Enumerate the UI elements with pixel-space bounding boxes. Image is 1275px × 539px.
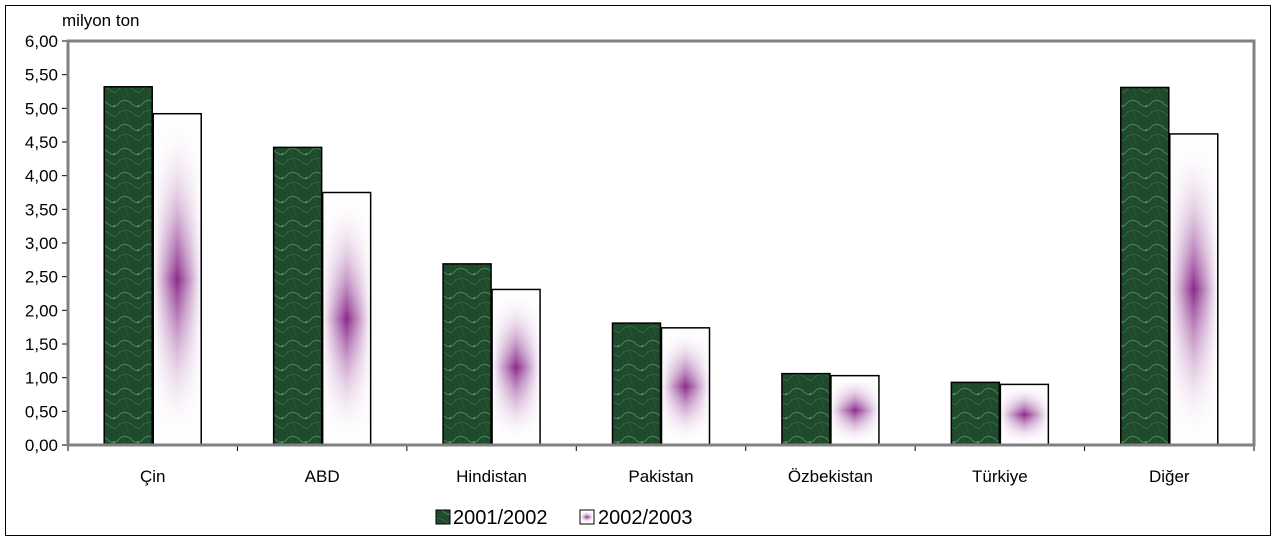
y-tick-label: 2,50 (25, 268, 58, 287)
x-category-label: Çin (140, 467, 166, 486)
bar-series-1 (781, 372, 831, 446)
y-tick-label: 0,00 (25, 436, 58, 455)
category-labels: Çin ABD Hindistan Pakistan Özbekistan Türkiye… (67, 445, 1255, 486)
bar-series-2-fade (322, 192, 371, 445)
bars-group (103, 86, 1219, 446)
legend-label-series-1: 2001/2002 (453, 507, 548, 529)
y-tick-label: 5,50 (25, 66, 58, 85)
bar-series-2-fade (1000, 384, 1049, 445)
legend-swatch-series-1 (435, 509, 451, 525)
y-tick-label: 4,50 (25, 133, 58, 152)
y-unit-label: milyon ton (62, 11, 139, 30)
bar-series-2-fade (661, 327, 710, 445)
x-category-label: Pakistan (628, 467, 693, 486)
bar-series-2 (999, 383, 1050, 446)
x-category-label: ABD (305, 467, 340, 486)
y-tick-label: 4,00 (25, 167, 58, 186)
x-category-label: Diğer (1149, 467, 1190, 486)
y-tick-label: 1,00 (25, 369, 58, 388)
bar-series-2-fade (492, 289, 541, 445)
bar-series-1 (950, 381, 1001, 446)
x-category-label: Türkiye (972, 467, 1028, 486)
bar-series-1 (103, 86, 153, 446)
bar-series-2-fade (830, 375, 879, 445)
bar-series-2 (660, 327, 711, 446)
bar-series-2-fade (1169, 133, 1218, 446)
y-tick-label: 3,50 (25, 200, 58, 219)
bar-series-1 (272, 146, 323, 446)
bar-series-1 (1120, 86, 1170, 446)
legend-swatch-series-2-fade (581, 511, 593, 523)
y-tick-label: 0,50 (25, 402, 58, 421)
bar-series-2 (1169, 133, 1219, 446)
y-axis-ticks: 0,00 0,50 1,00 1,50 2,00 2,50 3,00 3,50 4,00 4,50… (25, 32, 68, 455)
legend: 2001/2002 2002/2003 (435, 507, 693, 529)
y-tick-label: 2,00 (25, 301, 58, 320)
bar-series-2 (152, 112, 202, 446)
y-tick-label: 5,00 (25, 99, 58, 118)
x-category-label: Hindistan (456, 467, 527, 486)
bar-series-2-fade (153, 113, 202, 445)
y-tick-label: 3,00 (25, 234, 58, 253)
plot-area-border (66, 39, 1256, 447)
chart-frame (5, 5, 1271, 536)
bar-series-1 (611, 322, 662, 446)
bar-series-1 (442, 263, 492, 446)
bar-series-2 (830, 374, 880, 446)
bar-series-2 (321, 191, 372, 446)
legend-label-series-2: 2002/2003 (598, 507, 693, 529)
bar-series-2 (491, 288, 541, 446)
x-category-label: Özbekistan (788, 467, 873, 486)
y-tick-label: 1,50 (25, 335, 58, 354)
y-tick-label: 6,00 (25, 32, 58, 51)
